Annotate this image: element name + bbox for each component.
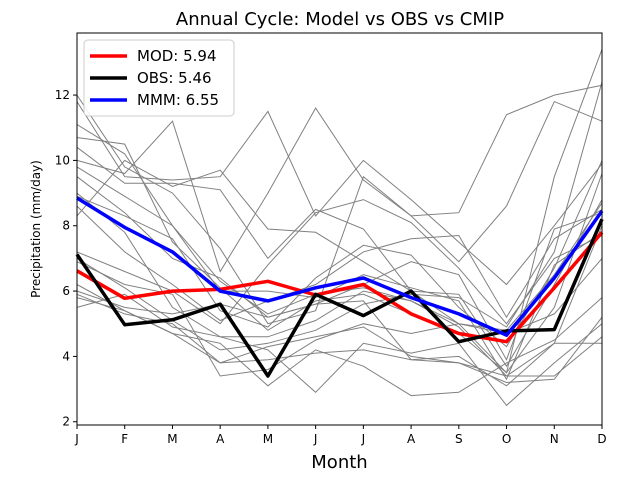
x-tick-label: N	[550, 432, 559, 446]
x-tick-label: S	[455, 432, 463, 446]
x-tick-label: M	[167, 432, 177, 446]
plot-frame	[76, 32, 603, 426]
x-tick-label: O	[502, 432, 511, 446]
ensemble-line-20	[76, 94, 603, 325]
y-tick-label: 6	[62, 284, 70, 298]
legend-label-mmm: MMM: 6.55	[137, 91, 219, 109]
ensemble-line-11	[76, 81, 603, 351]
ensemble-line-1	[76, 124, 603, 331]
ensemble-line-5	[76, 166, 603, 381]
x-tick-label: F	[121, 432, 128, 446]
y-tick-label: 12	[55, 88, 70, 102]
legend-box	[83, 39, 235, 117]
ensemble-line-2	[76, 137, 603, 374]
x-tick-label: J	[74, 432, 79, 446]
x-tick-label: D	[597, 432, 606, 446]
ensemble-line-9	[76, 205, 603, 322]
y-axis-label: Precipitation (mm/day)	[29, 160, 43, 298]
ensemble-line-6	[76, 176, 603, 361]
x-tick-label: J	[361, 432, 366, 446]
y-tick-label: 10	[55, 153, 70, 167]
series-line-mmm	[76, 196, 604, 337]
y-tick-label: 8	[62, 219, 70, 233]
ensemble-line-10	[76, 199, 603, 325]
x-tick-label: M	[263, 432, 273, 446]
x-axis-label: Month	[311, 452, 367, 473]
y-axis-ticks: 2 4 6 8 10 12	[55, 88, 77, 429]
legend: MOD: 5.94 OBS: 5.46 MMM: 6.55	[83, 39, 235, 117]
ensemble-line-18	[76, 84, 603, 273]
series-line-obs	[75, 218, 604, 378]
series-line-mod	[76, 231, 604, 344]
ensemble-line-3	[76, 146, 603, 368]
y-tick-label: 4	[62, 349, 70, 363]
legend-label-mod: MOD: 5.94	[137, 47, 217, 65]
ensemble-line-4	[76, 101, 603, 286]
x-tick-label: A	[407, 432, 416, 446]
ensemble-line-14	[76, 290, 602, 387]
ensemble-line-19	[76, 49, 603, 374]
series-lines	[75, 196, 604, 378]
x-tick-label: A	[216, 432, 225, 446]
chart-title: Annual Cycle: Model vs OBS vs CMIP	[176, 9, 504, 30]
x-tick-label: J	[313, 432, 318, 446]
ensemble-line-16	[76, 297, 603, 397]
y-tick-label: 2	[62, 415, 70, 429]
legend-label-obs: OBS: 5.46	[137, 69, 212, 87]
